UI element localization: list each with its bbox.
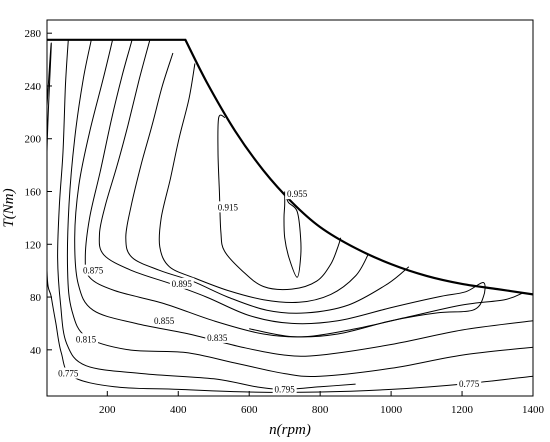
- y-tick-label: 200: [25, 134, 42, 146]
- x-tick-label: 400: [170, 404, 187, 416]
- x-tick-label: 600: [241, 404, 258, 416]
- contour-label-backing: [169, 277, 194, 289]
- contour-label: 0.895: [172, 279, 193, 289]
- contour-label-backing: [215, 201, 240, 213]
- contour-line-0-935: [217, 114, 342, 291]
- contour-line-0-955: [283, 191, 302, 278]
- contour-line-0-835: [74, 39, 533, 357]
- contour-lines: [47, 38, 533, 393]
- contour-label: 0.955: [287, 189, 308, 199]
- y-tick-label: 40: [30, 345, 42, 357]
- y-axis-title: T(Nm): [1, 188, 17, 227]
- contour-label: 0.855: [154, 316, 175, 326]
- contour-label-backing: [152, 314, 177, 326]
- contour-label: 0.875: [83, 266, 104, 276]
- contour-label-backing: [205, 331, 230, 343]
- y-tick-label: 120: [25, 239, 42, 251]
- contour-label-backing: [56, 367, 81, 379]
- x-tick-label: 1000: [380, 404, 403, 416]
- contour-label-backing: [272, 383, 297, 395]
- contour-line-0-915: [158, 63, 369, 304]
- contour-line-0-895: [125, 52, 410, 314]
- y-tick-label: 80: [30, 292, 42, 304]
- contour-label: 0.835: [207, 333, 228, 343]
- y-tick-label: 160: [25, 187, 42, 199]
- max-torque-envelope: [47, 38, 533, 296]
- contour-label-backing: [74, 333, 99, 345]
- x-axis-title: n(rpm): [269, 422, 311, 438]
- contour-label-backing: [285, 188, 310, 200]
- contour-label: 0.775: [459, 379, 480, 389]
- contour-line-0-775: [47, 42, 533, 393]
- axes-group: 200 400 600 800 1000 1200 1400 40 80 120 160 200 240…: [25, 19, 545, 416]
- contour-line-0-855: [84, 39, 523, 338]
- plot-frame: [46, 19, 534, 397]
- contour-line-0-815: [66, 39, 533, 377]
- contour-label: 0.795: [275, 384, 296, 394]
- y-tick-label: 280: [25, 28, 42, 40]
- contour-label: 0.915: [218, 202, 239, 212]
- contour-label-backing: [81, 264, 106, 276]
- contour-label-backing: [457, 378, 482, 390]
- x-tick-label: 200: [99, 404, 116, 416]
- x-tick-label: 1200: [451, 404, 474, 416]
- x-tick-label: 800: [312, 404, 329, 416]
- contour-label: 0.815: [76, 334, 97, 344]
- contour-line-0-875: [98, 39, 486, 338]
- contour-label: 0.775: [58, 369, 79, 379]
- x-tick-label: 1400: [522, 404, 545, 416]
- y-tick-label: 240: [25, 81, 42, 93]
- plot-area: 0.775 0.795 0.775 0.815 0.835 0.855 0.875 0.895…: [47, 38, 533, 395]
